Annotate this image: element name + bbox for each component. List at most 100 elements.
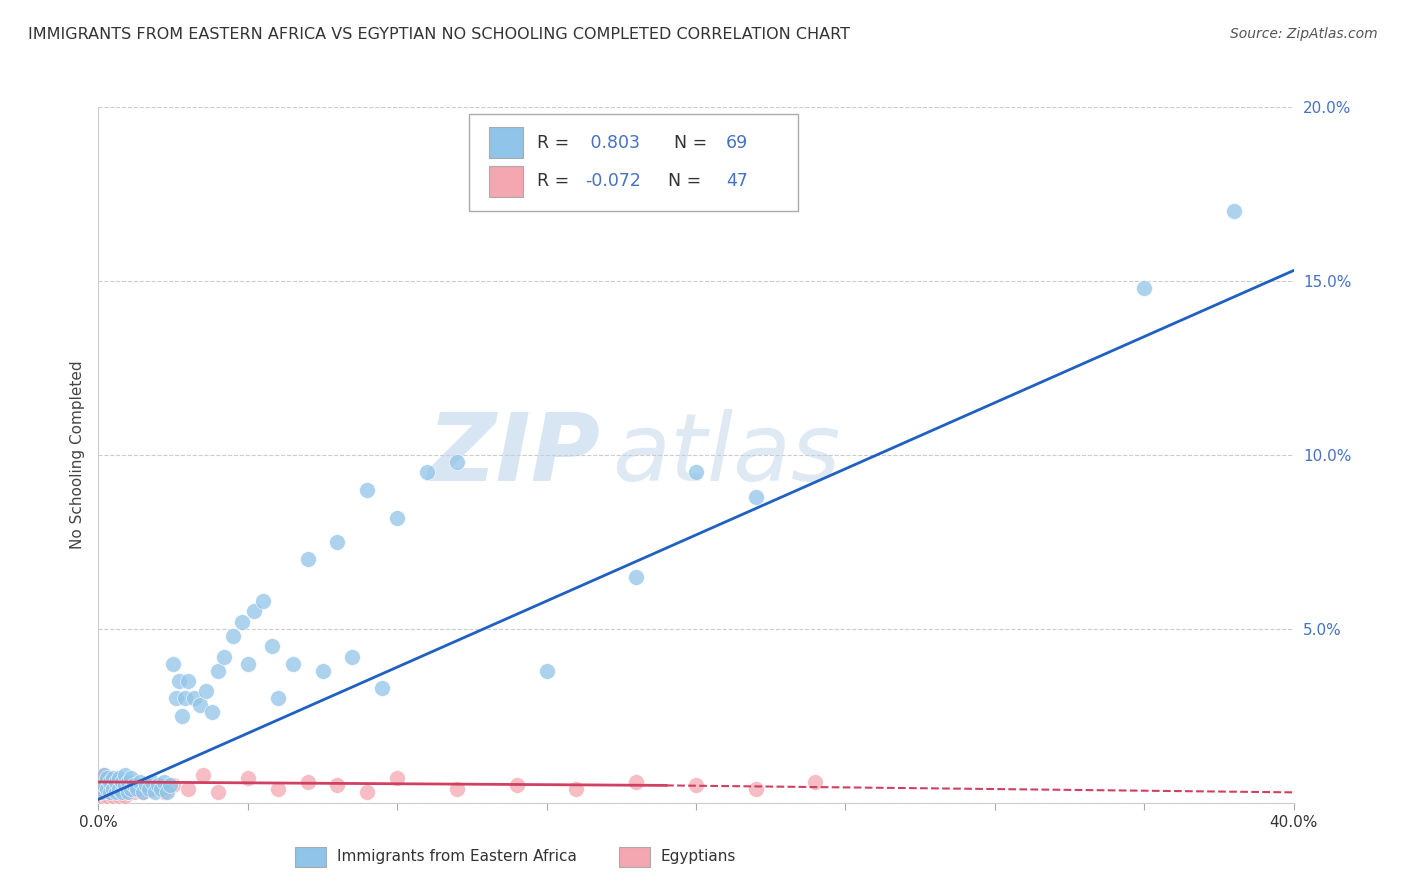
Point (153, 785, 176, 799)
Point (114, 768, 136, 782)
Point (93, 768, 115, 782)
Point (111, 775, 134, 789)
Point (111, 785, 134, 799)
Point (506, 778, 529, 792)
Point (93, 778, 115, 792)
Point (326, 534, 349, 549)
Point (105, 785, 128, 799)
Point (93, 768, 115, 782)
Point (93, 785, 115, 799)
Point (132, 785, 155, 799)
Text: ZIP: ZIP (427, 409, 600, 501)
Point (191, 768, 214, 782)
Point (624, 570, 647, 584)
Point (326, 778, 349, 792)
Point (1133, 281, 1156, 295)
Point (281, 657, 304, 671)
Point (446, 781, 468, 796)
Point (385, 772, 409, 786)
Point (236, 657, 259, 671)
Point (98, 785, 122, 799)
Point (120, 781, 142, 796)
Point (117, 778, 139, 792)
Point (177, 781, 200, 796)
Text: Source: ZipAtlas.com: Source: ZipAtlas.com (1230, 27, 1378, 41)
Point (143, 785, 166, 799)
FancyBboxPatch shape (470, 114, 797, 211)
Point (132, 785, 155, 799)
Point (356, 785, 378, 799)
Point (371, 681, 394, 695)
Point (356, 483, 378, 497)
Point (108, 778, 131, 792)
Point (162, 778, 184, 792)
Point (236, 772, 259, 786)
Point (267, 781, 290, 796)
Point (96, 772, 118, 786)
Point (98, 785, 122, 799)
Point (148, 778, 170, 792)
Point (194, 684, 218, 698)
FancyBboxPatch shape (489, 128, 523, 158)
Point (446, 455, 468, 469)
Point (342, 649, 364, 664)
Text: -0.072: -0.072 (585, 172, 641, 191)
Point (111, 785, 134, 799)
Point (183, 691, 205, 706)
Point (174, 691, 197, 706)
Text: 69: 69 (725, 134, 748, 152)
Point (127, 778, 149, 792)
Point (120, 781, 142, 796)
Point (167, 674, 190, 689)
Point (297, 552, 319, 566)
Point (103, 778, 125, 792)
Point (105, 785, 128, 799)
Point (188, 698, 211, 713)
Point (165, 691, 187, 706)
Point (685, 778, 707, 792)
Point (141, 775, 163, 789)
Point (129, 781, 152, 796)
Point (385, 510, 409, 524)
Point (114, 789, 136, 803)
Point (231, 615, 253, 629)
Point (207, 664, 229, 678)
Point (162, 657, 184, 671)
Point (105, 775, 128, 789)
Point (212, 649, 235, 664)
Point (93, 778, 115, 792)
Point (114, 778, 136, 792)
Point (96, 781, 118, 796)
FancyBboxPatch shape (489, 166, 523, 197)
Text: N =: N = (662, 134, 713, 152)
Text: R =: R = (537, 134, 575, 152)
Point (745, 490, 768, 504)
Point (141, 781, 163, 796)
Point (416, 466, 439, 480)
Point (108, 772, 131, 786)
Point (98, 775, 122, 789)
Point (135, 778, 157, 792)
Point (536, 664, 558, 678)
Point (124, 785, 146, 799)
Point (103, 789, 125, 803)
Point (156, 785, 179, 799)
Point (260, 639, 283, 653)
Text: N =: N = (668, 172, 707, 191)
Point (624, 775, 647, 789)
Text: IMMIGRANTS FROM EASTERN AFRICA VS EGYPTIAN NO SCHOOLING COMPLETED CORRELATION CH: IMMIGRANTS FROM EASTERN AFRICA VS EGYPTI… (28, 27, 851, 42)
Point (117, 785, 139, 799)
Point (159, 778, 181, 792)
Text: atlas: atlas (612, 409, 841, 500)
Point (103, 781, 125, 796)
Point (111, 775, 134, 789)
Point (685, 466, 707, 480)
Text: Immigrants from Eastern Africa: Immigrants from Eastern Africa (337, 849, 578, 863)
Point (201, 706, 224, 720)
Point (222, 629, 245, 643)
Point (565, 781, 588, 796)
Text: 47: 47 (725, 172, 748, 191)
Point (207, 785, 229, 799)
Text: Egyptians: Egyptians (661, 849, 737, 863)
Point (150, 781, 173, 796)
